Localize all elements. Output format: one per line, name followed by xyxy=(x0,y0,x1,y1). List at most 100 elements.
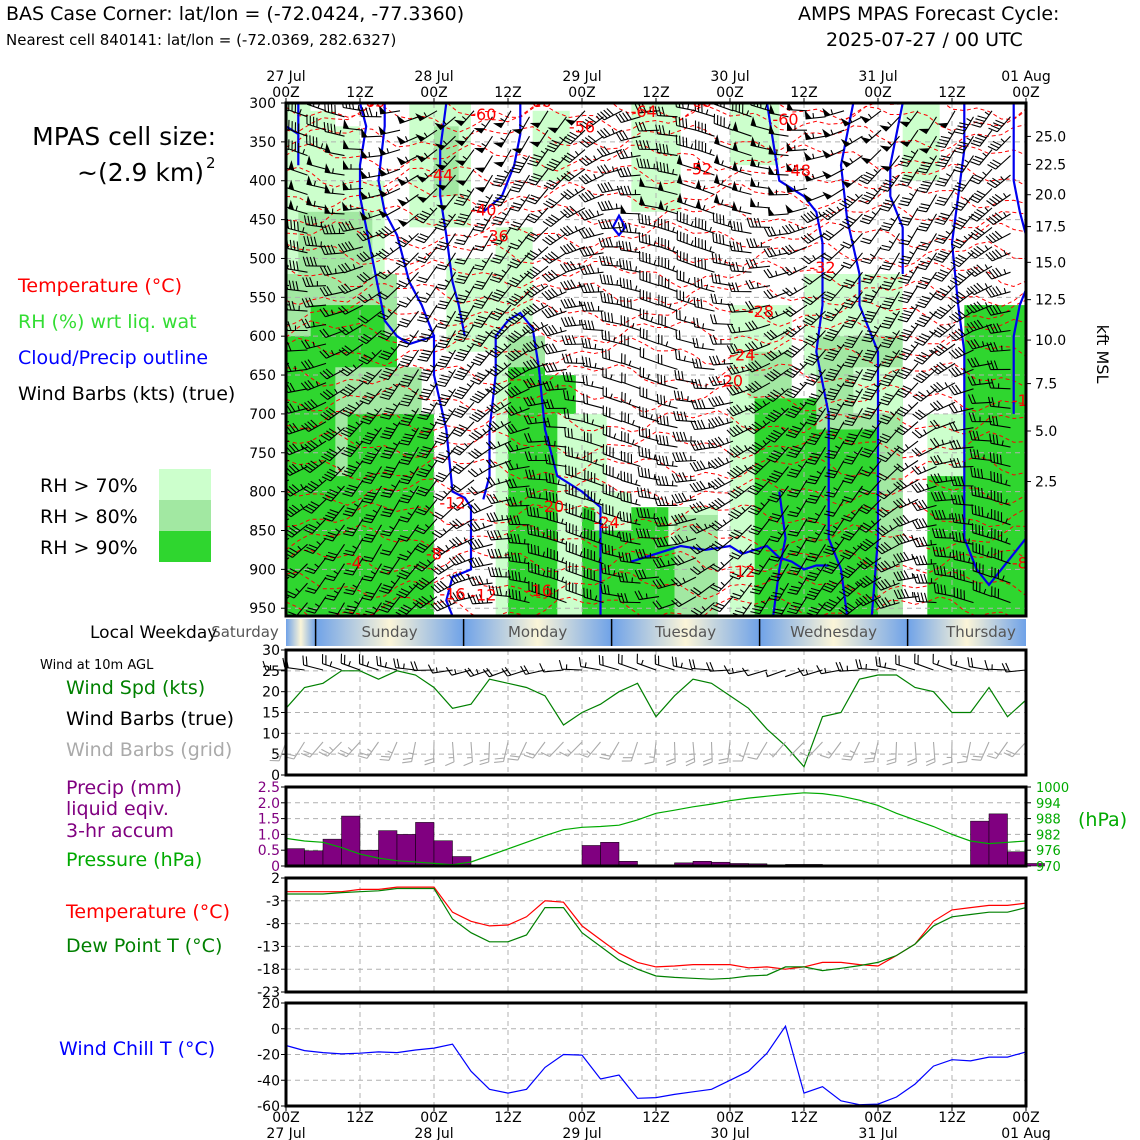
wind-barb-flag xyxy=(493,142,504,148)
wind-barb xyxy=(508,233,530,250)
wind-barb xyxy=(858,168,882,185)
wind-barb xyxy=(445,741,455,767)
wind-barb-flag xyxy=(343,139,349,149)
wind-barb xyxy=(288,119,308,137)
wind-barb xyxy=(710,576,734,592)
wind-barb-flag xyxy=(620,204,627,214)
wind-barb-flag xyxy=(750,156,757,167)
wind-barb xyxy=(579,283,604,294)
wind-barb xyxy=(689,460,715,472)
wind-barb xyxy=(415,246,438,264)
wind-barb xyxy=(693,317,715,332)
wind-barb xyxy=(397,543,419,561)
time-tick-hour: 00Z xyxy=(272,1110,299,1126)
rh-legend-label: RH > 70% xyxy=(40,475,138,497)
wind-barb xyxy=(565,521,586,539)
wind-barb xyxy=(563,408,586,423)
wind-barb xyxy=(905,110,919,128)
wind-barb-flag xyxy=(768,124,775,135)
wind-barb xyxy=(560,316,586,327)
wind-barb xyxy=(523,432,549,443)
wind-barb xyxy=(935,149,956,168)
wind-barb xyxy=(970,485,993,500)
wind-barb xyxy=(675,309,697,326)
wind-barb xyxy=(763,226,789,237)
wind-barb xyxy=(671,596,697,608)
wind-barb-flag xyxy=(396,156,407,165)
wind-barb xyxy=(399,408,419,427)
rh-legend-label: RH > 90% xyxy=(40,537,138,559)
temperature-contour xyxy=(286,477,1026,506)
wind-barb xyxy=(598,655,620,671)
wind-barb-flag xyxy=(750,136,757,147)
wind-barb xyxy=(676,289,697,306)
wind-barb-flag xyxy=(396,135,406,145)
wind-barb xyxy=(929,437,956,448)
wind-barb xyxy=(803,330,826,346)
wind-barb xyxy=(508,588,530,604)
wind-barb xyxy=(416,460,438,478)
wind-barb xyxy=(621,411,641,429)
wind-barb xyxy=(843,369,863,388)
wind-barb xyxy=(804,369,826,386)
temperature-contour-label: -60 xyxy=(686,92,712,111)
wind-barb xyxy=(524,451,549,462)
rh-legend-swatch xyxy=(159,469,211,500)
wind-barb xyxy=(638,426,660,442)
precip-bar xyxy=(304,850,324,867)
wind-barb xyxy=(861,324,882,343)
wind-barb xyxy=(917,194,937,213)
wind-barb-flag xyxy=(270,193,276,204)
wind-barb xyxy=(598,255,623,267)
wind-barb xyxy=(504,367,530,380)
wind-barb xyxy=(729,543,752,560)
wind-barb xyxy=(984,659,1008,671)
wind-barb-flag xyxy=(454,140,466,146)
wind-barb xyxy=(1003,741,1027,758)
cloud-outline-line xyxy=(482,311,602,616)
wind-barb-flag xyxy=(786,162,794,172)
wind-barb xyxy=(657,217,678,234)
wind-barb xyxy=(319,388,345,400)
wind-barb xyxy=(564,445,586,462)
wind-barb-flag xyxy=(786,141,793,151)
wind-barb xyxy=(526,188,549,205)
wind-barb xyxy=(559,260,586,273)
wind-barb xyxy=(805,544,826,562)
wind-barb xyxy=(396,563,419,580)
wind-barb xyxy=(787,596,808,615)
wind-barb xyxy=(377,324,401,341)
wind-barb-flag xyxy=(768,104,775,115)
wind-barb xyxy=(782,265,808,276)
wind-barb xyxy=(896,363,919,380)
pressure-tick-label: 850 xyxy=(249,524,276,540)
wind-barb xyxy=(985,286,1011,298)
wind-barb xyxy=(616,166,641,178)
pressure-tick-label: 982 xyxy=(1036,828,1061,843)
wind-barb-flag xyxy=(822,191,833,200)
wind-barb xyxy=(618,653,638,671)
wind-barb xyxy=(439,116,456,131)
wind-barb xyxy=(324,103,345,118)
wind-barb xyxy=(527,543,549,559)
wind-barb xyxy=(948,328,974,341)
temperature-contour-label: -1 xyxy=(1012,391,1028,410)
wind-barb xyxy=(839,193,863,209)
wind-barb xyxy=(504,348,530,362)
wind-barb xyxy=(361,563,382,582)
wind-barb xyxy=(582,375,604,390)
wind-barb xyxy=(950,655,971,671)
temperature-contour-label: -40 xyxy=(470,201,496,220)
wind-barb xyxy=(841,505,863,522)
wind-barb xyxy=(656,414,678,429)
legend-entry: Cloud/Precip outline xyxy=(18,347,208,369)
wind-barb-flag xyxy=(416,196,427,203)
wind-barb xyxy=(844,116,863,127)
pressure-tick-label: 1000 xyxy=(1036,781,1069,796)
wind-barb xyxy=(931,323,956,338)
wind-barb-flag xyxy=(493,122,504,128)
wind-barb xyxy=(690,399,715,410)
wind-barb xyxy=(322,485,345,502)
wind-barb xyxy=(340,401,364,417)
wind-barb xyxy=(824,421,845,440)
